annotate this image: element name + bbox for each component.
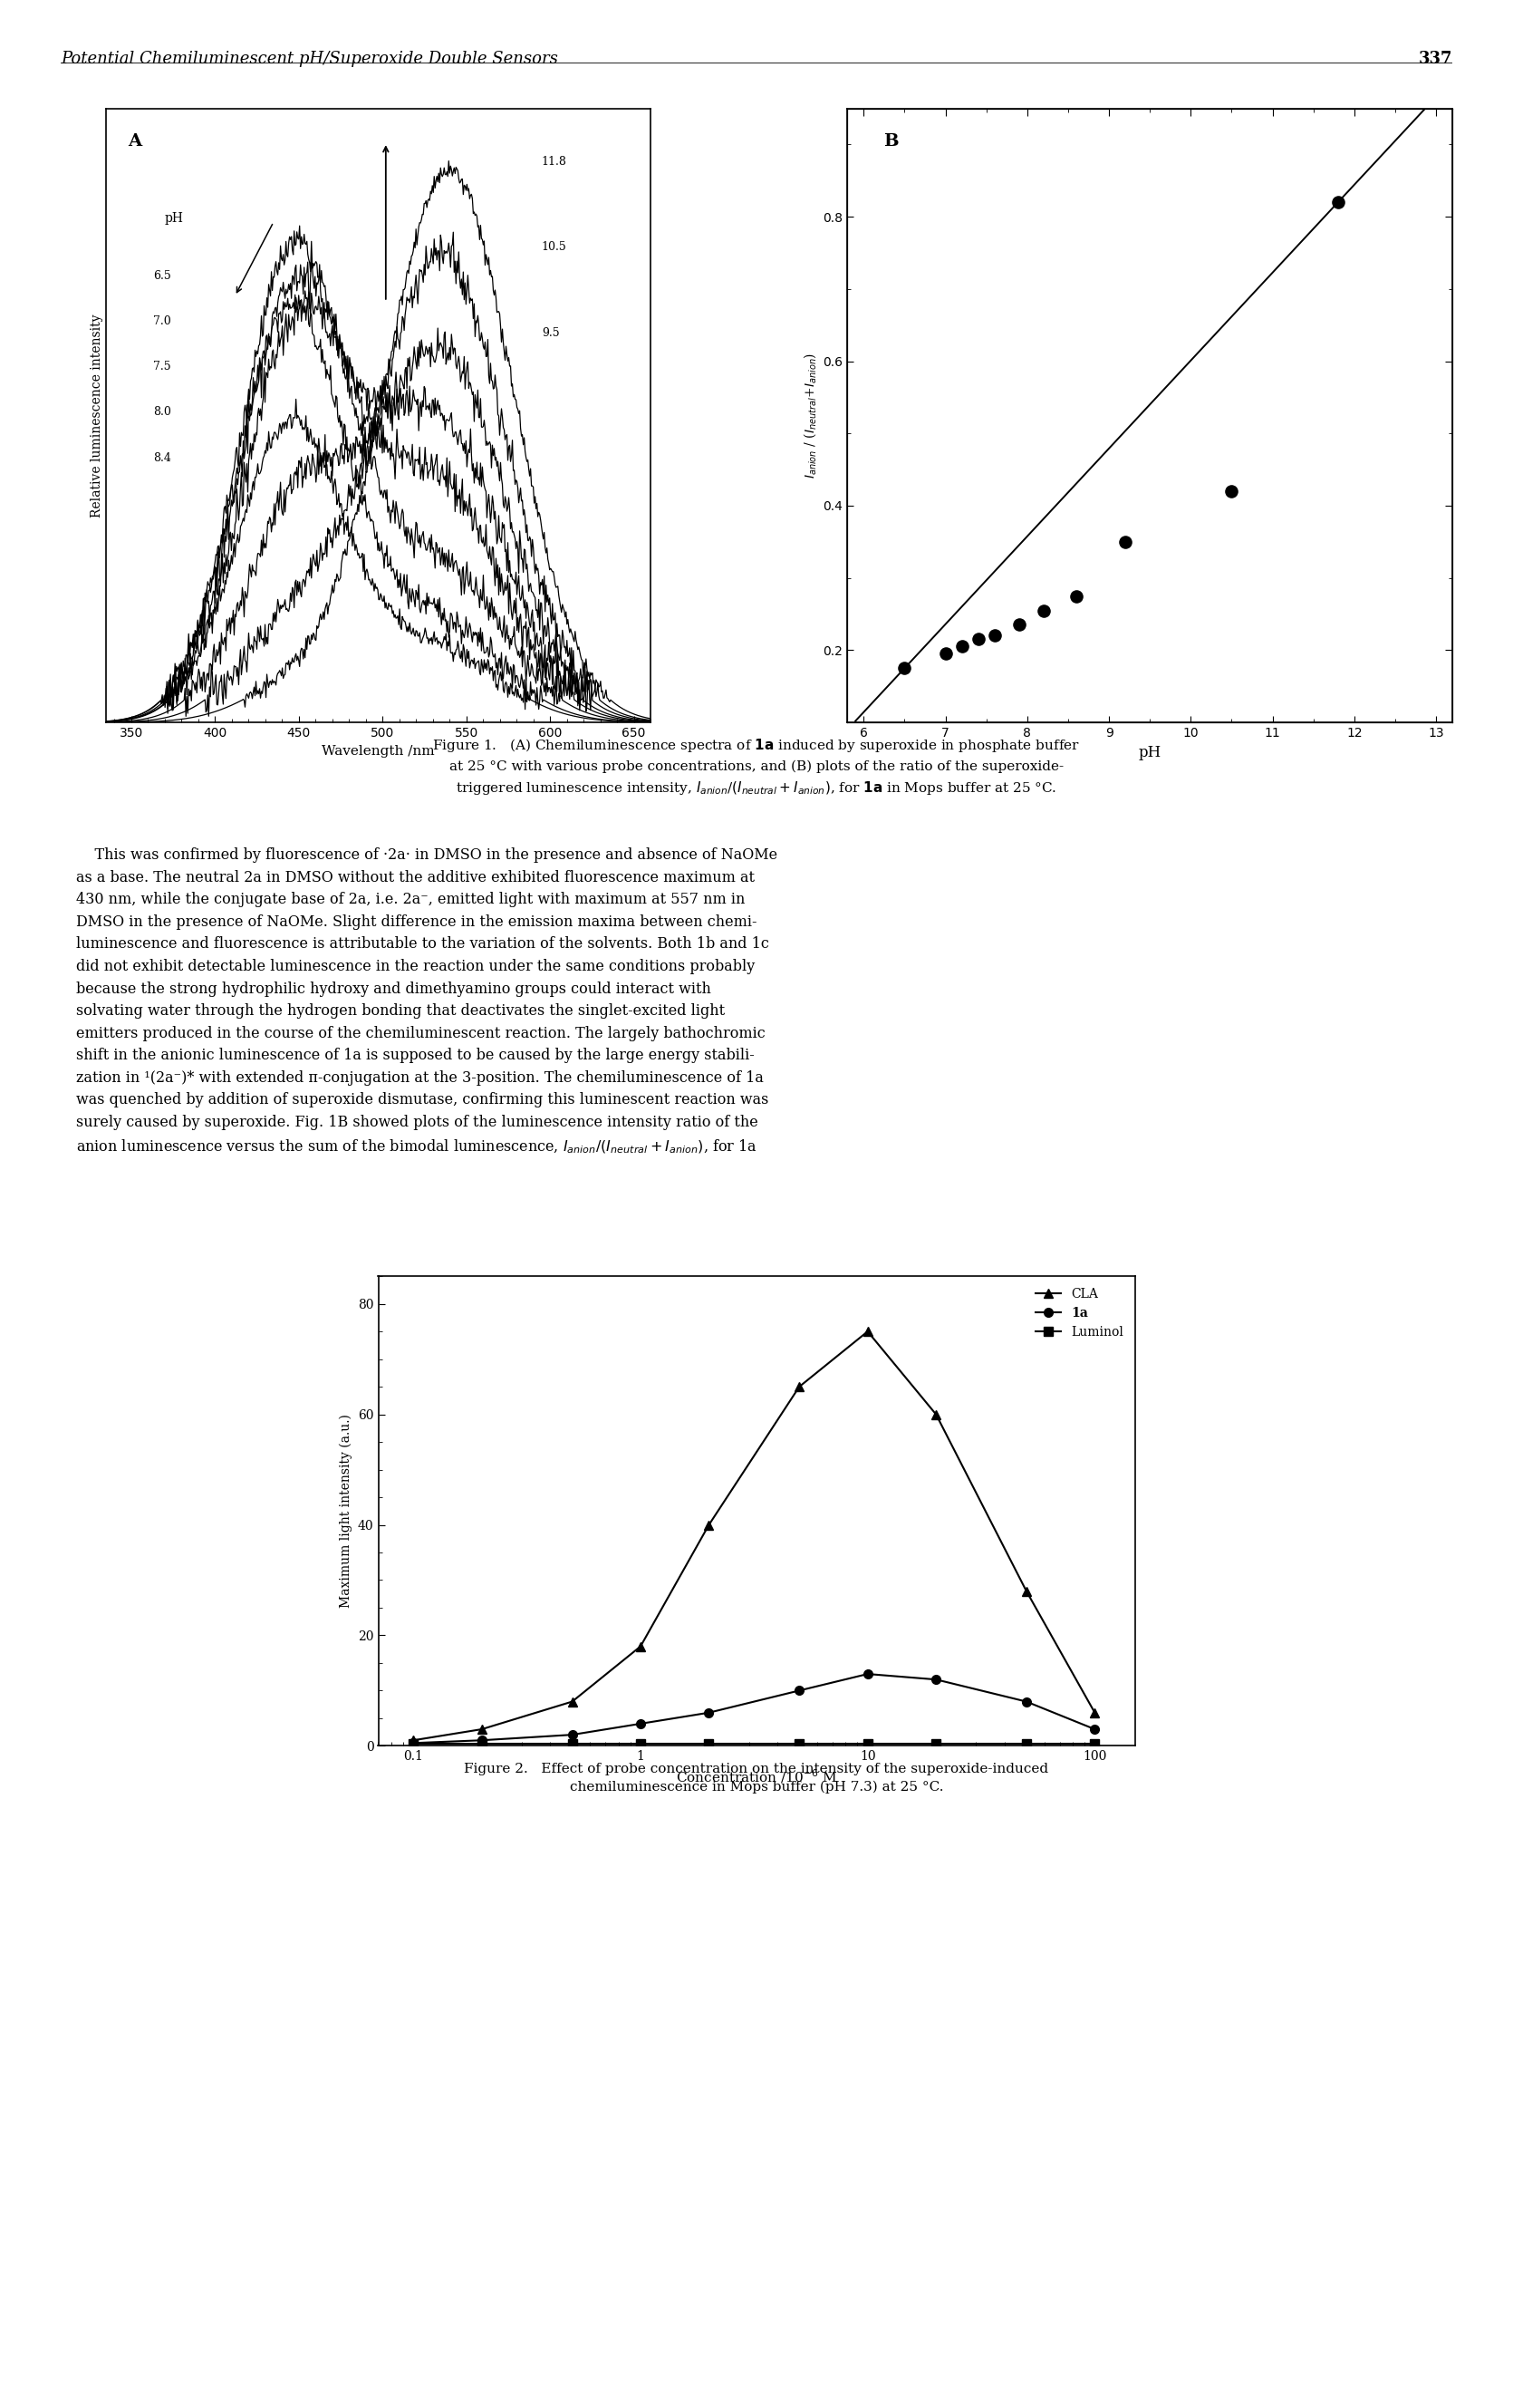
Luminol [1017,1729,1035,1758]
CLA [631,1633,649,1662]
Luminol [790,1729,808,1758]
CLA [563,1688,581,1717]
Text: 6.5: 6.5 [153,270,171,282]
Luminol [1086,1729,1104,1758]
Point [893,648,917,689]
CLA [472,1714,490,1743]
1a [701,1698,719,1727]
1a [1086,1714,1104,1743]
1a [1017,1688,1035,1717]
Text: 9.5: 9.5 [542,327,560,340]
CLA [1086,1698,1104,1727]
Text: 337: 337 [1419,51,1452,67]
X-axis label: Concentration /10$^{-6}$ M: Concentration /10$^{-6}$ M [676,1767,837,1787]
Y-axis label: Maximum light intensity (a.u.): Maximum light intensity (a.u.) [340,1413,353,1609]
Line: CLA: CLA [409,1327,1098,1746]
Point [1325,183,1350,222]
CLA [790,1373,808,1401]
Point [1032,592,1056,631]
Line: Luminol: Luminol [409,1739,1098,1748]
1a [563,1719,581,1748]
Luminol [631,1729,649,1758]
Text: pH: pH [165,212,183,224]
Legend: CLA, 1a, Luminol: CLA, 1a, Luminol [1030,1283,1129,1344]
Y-axis label: Relative luminescence intensity: Relative luminescence intensity [91,313,103,518]
Point [1219,472,1244,510]
Text: Figure 1.   (A) Chemiluminescence spectra of $\mathbf{1a}$ induced by superoxide: Figure 1. (A) Chemiluminescence spectra … [433,737,1080,797]
1a [790,1676,808,1705]
1a [858,1659,876,1688]
Luminol [927,1729,946,1758]
Text: 10.5: 10.5 [542,241,567,253]
Text: 7.0: 7.0 [153,315,171,327]
Text: 8.0: 8.0 [153,407,171,419]
Y-axis label: $I_{anion}$ / ($I_{neutral}$+$I_{anion}$): $I_{anion}$ / ($I_{neutral}$+$I_{anion}$… [802,352,819,479]
1a [472,1727,490,1755]
1a [404,1729,422,1758]
Text: Figure 2.   Effect of probe concentration on the intensity of the superoxide-ind: Figure 2. Effect of probe concentration … [464,1763,1049,1794]
Point [1008,604,1032,643]
Text: B: B [884,132,899,149]
Text: This was confirmed by fluorescence of ·2a· in DMSO in the presence and absence o: This was confirmed by fluorescence of ·2… [76,848,778,1156]
1a [631,1710,649,1739]
Text: A: A [127,132,141,149]
Luminol [701,1729,719,1758]
Line: 1a: 1a [409,1669,1098,1748]
Point [934,633,958,672]
Point [965,619,990,657]
CLA [927,1399,946,1428]
Luminol [404,1729,422,1758]
Luminol [472,1729,490,1758]
Text: 8.4: 8.4 [153,453,171,465]
CLA [404,1727,422,1755]
Text: Potential Chemiluminescent pH/Superoxide Double Sensors: Potential Chemiluminescent pH/Superoxide… [61,51,558,67]
Point [1064,578,1088,616]
Point [982,616,1006,655]
Point [1114,523,1138,561]
1a [927,1664,946,1693]
Text: 7.5: 7.5 [153,361,171,373]
Point [950,626,974,665]
Luminol [563,1729,581,1758]
CLA [701,1510,719,1539]
Luminol [858,1729,876,1758]
X-axis label: Wavelength /nm: Wavelength /nm [322,744,434,756]
Text: 11.8: 11.8 [542,157,567,169]
X-axis label: pH: pH [1138,744,1162,761]
CLA [1017,1577,1035,1606]
CLA [858,1317,876,1346]
